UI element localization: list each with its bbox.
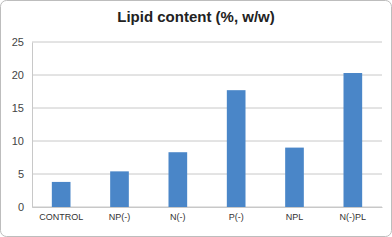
grid-line	[32, 108, 382, 109]
bar	[285, 148, 304, 207]
y-tick-label: 10	[12, 135, 24, 147]
x-axis-line	[33, 207, 383, 208]
grid-line	[32, 42, 382, 43]
grid-line	[32, 75, 382, 76]
y-axis: 0 5 10 15 20 25	[12, 36, 33, 213]
chart-frame	[1, 1, 392, 237]
y-tick-label: 0	[18, 201, 24, 213]
y-axis-line	[32, 43, 33, 208]
bar	[344, 73, 363, 207]
x-tick: NPL	[286, 207, 304, 222]
x-tick-label: NPL	[286, 212, 304, 222]
x-tick-label: CONTROL	[39, 212, 83, 222]
chart-title: Lipid content (%, w/w)	[117, 8, 275, 25]
bars	[52, 73, 362, 207]
x-tick-label: P(-)	[229, 212, 244, 222]
x-tick-label: NP(-)	[109, 212, 131, 222]
y-tick: 0	[18, 201, 32, 213]
y-tick: 15	[12, 102, 32, 114]
y-tick: 20	[12, 69, 32, 81]
x-tick-label: N(-)PL	[340, 212, 367, 222]
x-tick-label: N(-)	[170, 212, 186, 222]
y-tick-label: 25	[12, 36, 24, 48]
grid-line	[32, 174, 382, 175]
x-axis: CONTROL NP(-) N(-) P(-) NPL N(-)PL	[33, 207, 383, 222]
grid-line	[32, 141, 382, 142]
bar	[227, 90, 246, 207]
grid-line	[32, 207, 382, 208]
plot-area: 0 5 10 15 20 25 CONTROL NP(-) N(-) P(-) NPL N(-)PL	[12, 36, 383, 222]
x-tick: N(-)	[170, 207, 186, 222]
y-tick-label: 15	[12, 102, 24, 114]
y-tick-label: 20	[12, 69, 24, 81]
x-tick: N(-)PL	[340, 207, 367, 222]
y-tick: 5	[18, 168, 32, 180]
x-tick: P(-)	[229, 207, 244, 222]
bar	[169, 152, 188, 207]
grid	[32, 42, 382, 207]
y-tick: 10	[12, 135, 32, 147]
bar	[110, 171, 129, 207]
x-tick: CONTROL	[39, 207, 83, 222]
bar	[52, 182, 71, 207]
chart: Lipid content (%, w/w) 0 5 10 15 20 25 CONTROL N…	[0, 0, 392, 237]
x-tick: NP(-)	[109, 207, 131, 222]
y-tick-label: 5	[18, 168, 24, 180]
y-tick: 25	[12, 36, 32, 48]
